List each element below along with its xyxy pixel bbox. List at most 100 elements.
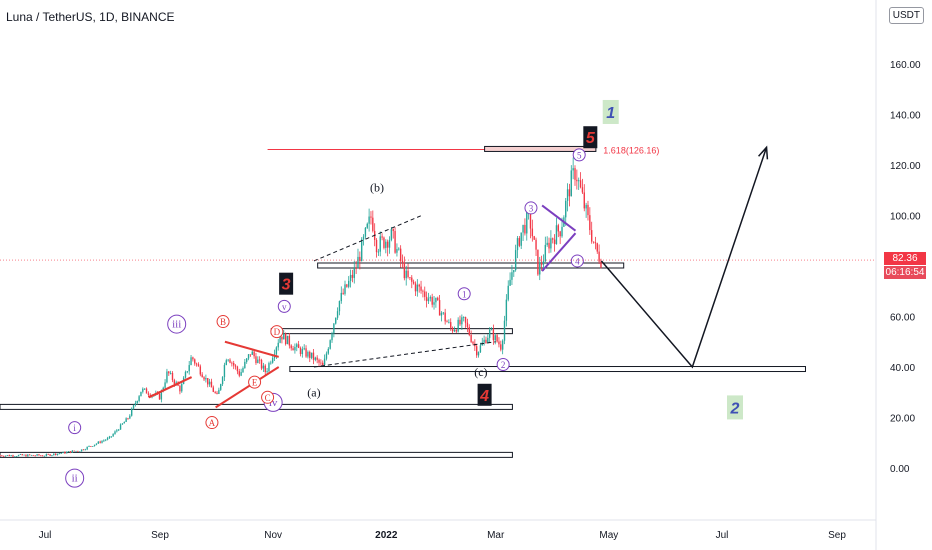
last-price-badge: 82.36 bbox=[884, 252, 926, 265]
candle-body bbox=[440, 312, 443, 316]
candle-body bbox=[203, 377, 205, 380]
candle-body bbox=[43, 455, 46, 457]
candle-body bbox=[221, 377, 224, 385]
candle-body bbox=[34, 455, 36, 457]
candle-body bbox=[475, 346, 478, 356]
y-tick-label: 20.00 bbox=[890, 414, 915, 425]
drawings: 1.618(126.16) bbox=[148, 145, 769, 409]
triangle-line bbox=[224, 340, 279, 358]
candle-body bbox=[12, 455, 14, 457]
candle-body bbox=[233, 363, 235, 366]
candle-body bbox=[412, 281, 415, 284]
candle-body bbox=[572, 168, 574, 171]
candle-body bbox=[195, 363, 198, 365]
y-tick-label: 100.00 bbox=[890, 212, 921, 223]
candle-body bbox=[164, 382, 166, 388]
wave-label: A bbox=[205, 416, 219, 430]
candle-body bbox=[67, 451, 70, 452]
candle-body bbox=[75, 450, 77, 452]
wave-label-text: 2 bbox=[730, 400, 740, 417]
wave-label-text: E bbox=[252, 378, 258, 388]
candle-body bbox=[429, 297, 432, 299]
candle-body bbox=[51, 455, 53, 456]
wave-circle bbox=[205, 416, 219, 430]
candle-body bbox=[312, 352, 315, 360]
candle-body bbox=[266, 371, 268, 373]
candle-body bbox=[388, 239, 391, 248]
candle-body bbox=[514, 250, 517, 271]
candle-body bbox=[112, 434, 114, 437]
candle-body bbox=[310, 352, 313, 358]
x-tick-label: May bbox=[599, 530, 618, 541]
x-tick-label: Mar bbox=[487, 530, 505, 541]
wave-label-text: 5 bbox=[577, 150, 582, 160]
wave-label: (a) bbox=[307, 385, 320, 399]
candle-body bbox=[118, 429, 120, 431]
candle-body bbox=[372, 217, 374, 231]
wave-box bbox=[279, 272, 294, 295]
candle-body bbox=[553, 239, 556, 245]
candle-body bbox=[130, 408, 133, 416]
candle-body bbox=[557, 225, 560, 232]
candle-body bbox=[97, 441, 100, 444]
support-zone bbox=[317, 262, 625, 269]
wave-circle bbox=[277, 299, 291, 313]
candle-body bbox=[589, 215, 591, 231]
wave-label-text: 3 bbox=[529, 203, 534, 213]
currency-selector[interactable]: USDT bbox=[888, 7, 924, 24]
candle-body bbox=[270, 362, 272, 364]
wave-label-text: 5 bbox=[586, 130, 596, 147]
candle-body bbox=[218, 389, 220, 394]
candle-body bbox=[30, 454, 33, 456]
candle-body bbox=[114, 431, 116, 435]
candle-body bbox=[14, 456, 16, 458]
candle-body bbox=[544, 244, 547, 262]
candle-body bbox=[296, 344, 298, 347]
candle-body bbox=[88, 446, 90, 447]
wave-circle bbox=[248, 375, 262, 389]
wave-label-text: 1 bbox=[606, 105, 615, 122]
candle-body bbox=[390, 229, 393, 240]
candle-body bbox=[500, 344, 502, 350]
candle-body bbox=[348, 280, 350, 287]
candle-body bbox=[188, 365, 190, 372]
candle-body bbox=[40, 455, 42, 457]
candle-body bbox=[394, 231, 396, 253]
candle-body bbox=[492, 329, 495, 341]
candle-body bbox=[357, 256, 359, 269]
candle-body bbox=[54, 453, 57, 456]
candle-body bbox=[121, 423, 124, 425]
candle-body bbox=[385, 241, 387, 248]
candle-body bbox=[62, 451, 64, 454]
candle-body bbox=[592, 241, 595, 243]
x-tick-label: 2022 bbox=[375, 530, 398, 541]
candle-body bbox=[105, 439, 107, 441]
wave-label-text: (c) bbox=[474, 365, 487, 379]
candle-body bbox=[181, 384, 183, 392]
candle-body bbox=[268, 363, 270, 372]
candle-body bbox=[542, 261, 545, 265]
wave-label: 1 bbox=[457, 287, 471, 301]
wave-circle bbox=[457, 287, 471, 301]
wave-label: 5 bbox=[572, 148, 586, 162]
candle-body bbox=[355, 268, 357, 269]
candle-body bbox=[444, 312, 446, 322]
candle-body bbox=[450, 322, 452, 328]
wave-label: ii bbox=[65, 468, 85, 488]
candle-body bbox=[71, 450, 74, 453]
candle-body bbox=[240, 372, 242, 376]
candle-body bbox=[344, 284, 346, 294]
support-zone bbox=[0, 451, 513, 458]
candle-body bbox=[570, 170, 572, 197]
candle-body bbox=[134, 403, 137, 406]
candle-body bbox=[82, 449, 85, 451]
candle-body bbox=[501, 340, 504, 350]
candle-body bbox=[95, 443, 98, 445]
candle-body bbox=[399, 248, 402, 261]
triangle-line bbox=[215, 366, 280, 409]
candle-body bbox=[353, 268, 355, 278]
candle-body bbox=[145, 388, 148, 394]
wave-label: 1 bbox=[602, 99, 619, 124]
